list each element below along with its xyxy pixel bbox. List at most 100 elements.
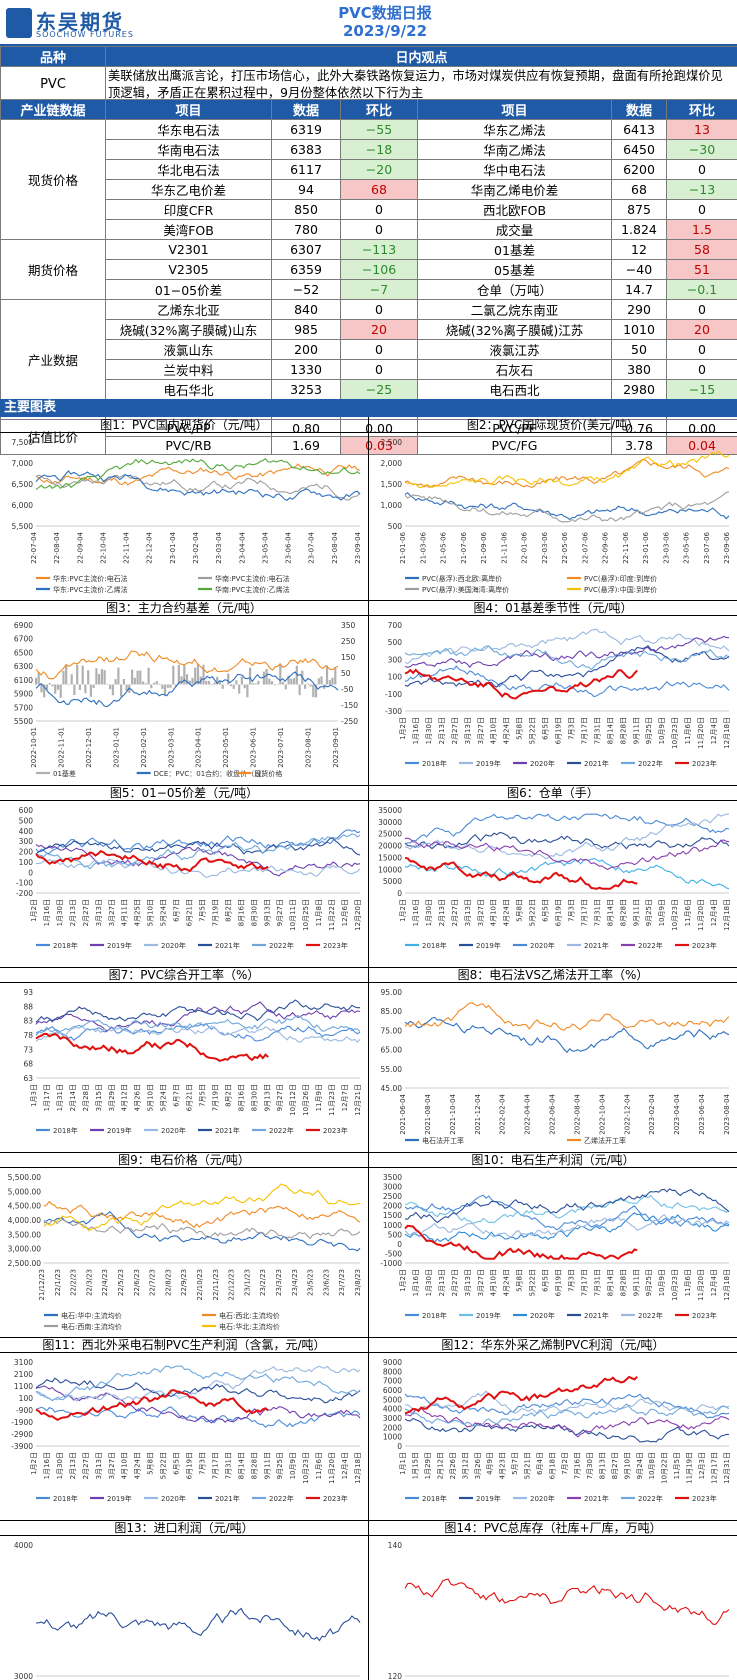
legend-label: 2023年 (692, 1311, 717, 1320)
y-tick-label: 6500 (14, 648, 33, 657)
legend-label: 2021年 (215, 1494, 240, 1503)
x-tick-label: 23/6/23 (322, 1269, 330, 1296)
x-tick-label: 6月19日 (555, 1269, 563, 1296)
legend-label: 2022年 (638, 1494, 663, 1503)
value-cell: 985 (271, 319, 341, 340)
item-cell: 仓单（万吨） (417, 279, 612, 300)
change-cell: 20 (666, 319, 737, 340)
change-cell: 0 (340, 299, 418, 320)
y-tick-label: 1100 (14, 1382, 33, 1391)
item-cell: 电石华北 (105, 379, 272, 400)
series-line (35, 463, 361, 486)
chart-title: 图13：进口利润（元/吨） (0, 1520, 368, 1536)
x-tick-label: 1月2日 (399, 717, 407, 740)
x-tick-label: 4月24日 (503, 717, 511, 744)
x-tick-label: 10月23日 (302, 1452, 310, 1484)
x-tick-label: 8月2日 (224, 1084, 232, 1107)
x-tick-label: 11月6日 (684, 899, 692, 926)
x-tick-label: 9月13日 (263, 899, 271, 926)
legend-label: 2020年 (161, 1494, 186, 1503)
legend-label: PVC(悬浮):西北欧:离岸价 (422, 574, 502, 583)
legend-label: 2019年 (476, 759, 501, 768)
item-cell: 液氯山东 (105, 339, 272, 360)
category-cell: 期货价格 (0, 239, 106, 300)
series-line (404, 644, 730, 688)
x-tick-label: 23/5/23 (307, 1269, 315, 1296)
viewpoint-table: 品种 日内观点 PVC 美联储放出鹰派言论，打压市场信心，此外大秦铁路恢复运力，市… (0, 46, 737, 103)
y-tick-label: 2,000 (381, 459, 403, 468)
chart-14: 140 120 (388, 1541, 730, 1680)
y-tick-label: 100 (19, 858, 34, 867)
legend-label: 2023年 (323, 1126, 348, 1135)
x-tick-label: 11月5日 (673, 1452, 681, 1479)
x-tick-label: 7月17日 (580, 899, 588, 926)
x-tick-label: 23-02-04 (192, 531, 200, 563)
table-row: 印度CFR 850 0 西北欧FOB 875 0 (1, 199, 737, 220)
x-tick-label: 9月24日 (636, 1452, 644, 1479)
x-tick-label: 2月12日 (436, 1452, 444, 1479)
x-tick-label: 2023-04-01 (195, 727, 203, 768)
series-line (35, 999, 360, 1023)
value-cell: −52 (271, 279, 341, 300)
x-tick-label: 9月11日 (632, 1269, 640, 1296)
table-row: 美湾FOB 780 0 成交量 1.824 1.5 (1, 219, 737, 240)
x-tick-label: 10月8日 (648, 1452, 656, 1479)
x-tick-label: 3月13日 (95, 899, 103, 926)
x-tick-label: 1月30日 (425, 717, 433, 744)
series-line (35, 829, 361, 854)
change-cell: −20 (340, 159, 418, 180)
x-tick-label: 7月17日 (211, 1452, 219, 1479)
item-cell: V2301 (105, 239, 272, 260)
x-tick-label: 12月17日 (711, 1452, 719, 1484)
x-tick-label: 11月20日 (328, 1452, 336, 1484)
x-tick-label: 3月27日 (477, 1269, 485, 1296)
y-tick-label: -100 (385, 690, 402, 699)
value-cell: 780 (271, 219, 341, 240)
legend-label: 2021年 (215, 941, 240, 950)
y-tick-label: 3000 (383, 1414, 402, 1423)
x-tick-label: 6月19日 (186, 1452, 194, 1479)
legend-label: 2022年 (269, 1126, 294, 1135)
legend-label: 电石:西北:主流均价 (219, 1311, 280, 1320)
x-tick-label: 10月23日 (671, 717, 679, 749)
x-tick-label: 5月10日 (147, 1084, 155, 1111)
legend-label: 2023年 (692, 759, 717, 768)
series-line (35, 1365, 361, 1402)
y-tick-label: 4000 (14, 1541, 33, 1550)
x-tick-label: 23-09-04 (354, 531, 362, 563)
x-tick-label: 1月16日 (43, 1452, 51, 1479)
x-tick-label: 9月25日 (276, 1452, 284, 1479)
series-line (404, 837, 730, 871)
x-tick-label: 5月22日 (529, 899, 537, 926)
chart-title: 图6：仓单（手） (369, 785, 737, 801)
x-tick-label: 9月27日 (276, 899, 284, 926)
x-tick-label: 10月9日 (289, 1452, 297, 1479)
table-row: V2305 6359 −106 05基差 −40 51 (1, 259, 737, 280)
x-tick-label: 2022-04-04 (524, 1093, 532, 1134)
x-tick-label: 2023-03-01 (167, 727, 175, 768)
x-tick-label: 8月27日 (611, 1452, 619, 1479)
x-tick-label: 2022-12-01 (85, 727, 93, 768)
table-header-6: 环比 (666, 99, 737, 120)
y2-tick-label: 250 (341, 637, 356, 646)
table-row: 电石华北 3253 −25 电石西北 2980 −15 (1, 379, 737, 400)
y-tick-label: 5,000.00 (8, 1187, 42, 1196)
x-tick-label: 2023-06-01 (250, 727, 258, 768)
y-tick-label: 100 (388, 673, 403, 682)
series-line (404, 857, 730, 890)
x-tick-label: 11月6日 (684, 1269, 692, 1296)
chart-title: 图4：01基差季节性（元/吨） (369, 600, 737, 616)
legend-label: 2021年 (215, 1126, 240, 1135)
x-tick-label: 3月27日 (108, 899, 116, 926)
x-tick-label: 1月2日 (30, 899, 38, 922)
change-cell: 0 (340, 359, 418, 380)
x-tick-label: 3月15日 (95, 1084, 103, 1111)
x-tick-label: 12月21日 (354, 1084, 362, 1116)
legend-label: 2019年 (476, 941, 501, 950)
value-cell: 3253 (271, 379, 341, 400)
y-tick-label: 95.00 (381, 988, 403, 997)
chart-13: 4000 3000 (14, 1541, 361, 1680)
y-tick-label: 5000 (383, 877, 402, 886)
